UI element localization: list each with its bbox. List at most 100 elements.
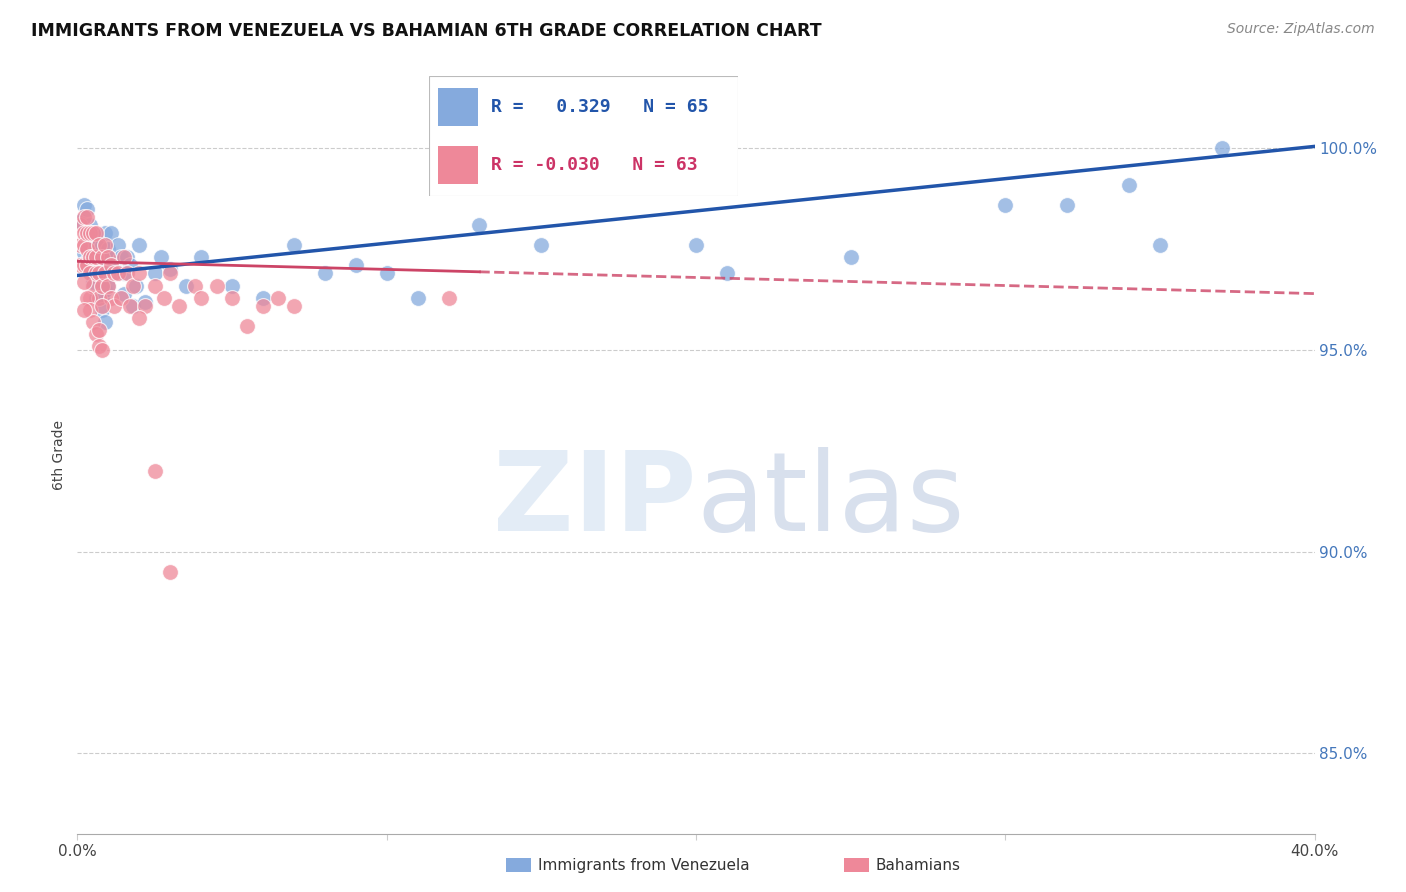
Point (112, 286, 135, 301)
Point (72, 246, 94, 260)
Point (110, 291, 132, 305)
Point (839, 250, 862, 264)
Point (91, 343, 114, 357)
Point (79, 291, 101, 305)
Point (159, 565, 181, 579)
Text: ZIP: ZIP (492, 447, 696, 554)
Text: IMMIGRANTS FROM VENEZUELA VS BAHAMIAN 6TH GRADE CORRELATION CHART: IMMIGRANTS FROM VENEZUELA VS BAHAMIAN 6T… (31, 22, 821, 40)
Point (76, 222, 98, 236)
Point (143, 267, 166, 281)
Point (94, 283, 117, 297)
Point (79, 230, 101, 244)
Point (82, 278, 104, 293)
Point (94, 267, 117, 281)
Point (112, 250, 135, 264)
Point (107, 267, 129, 281)
Text: R =   0.329   N = 65: R = 0.329 N = 65 (491, 98, 709, 116)
Point (79, 267, 101, 281)
Point (87, 291, 110, 305)
Point (82, 315, 104, 329)
Point (94, 315, 117, 329)
Point (159, 267, 181, 281)
Point (76, 254, 98, 268)
Point (91, 299, 114, 313)
Point (1056, 198, 1078, 212)
Point (72, 259, 94, 273)
Point (1118, 178, 1140, 192)
Point (87, 267, 110, 281)
Point (69, 218, 91, 232)
Point (100, 250, 122, 264)
Point (314, 267, 336, 281)
Point (122, 278, 145, 293)
Point (79, 262, 101, 277)
Point (79, 238, 101, 252)
Point (84, 250, 107, 264)
Point (468, 218, 491, 232)
Point (97, 278, 120, 293)
Point (190, 291, 212, 305)
Point (82, 226, 104, 240)
Point (107, 238, 129, 252)
Point (437, 291, 460, 305)
Point (107, 267, 129, 281)
Point (76, 202, 98, 216)
Point (103, 259, 125, 273)
Point (685, 238, 707, 252)
Point (69, 259, 91, 273)
Bar (439, 87, 478, 127)
Point (84, 267, 107, 281)
Point (103, 267, 125, 281)
Point (267, 291, 290, 305)
Point (97, 242, 120, 256)
Point (84, 291, 107, 305)
Point (100, 291, 122, 305)
Text: Immigrants from Venezuela: Immigrants from Venezuela (538, 858, 751, 872)
Point (91, 238, 114, 252)
Text: atlas: atlas (696, 447, 965, 554)
Point (118, 299, 141, 313)
Point (76, 242, 98, 256)
Point (344, 259, 367, 273)
Point (82, 250, 104, 264)
Point (82, 226, 104, 240)
FancyBboxPatch shape (429, 76, 738, 196)
Point (94, 238, 117, 252)
Point (91, 278, 114, 293)
Point (72, 210, 94, 224)
Point (72, 275, 94, 289)
Point (79, 250, 101, 264)
Point (100, 259, 122, 273)
Point (716, 267, 738, 281)
Point (91, 291, 114, 305)
Point (143, 464, 166, 478)
Bar (439, 145, 478, 185)
Point (205, 278, 228, 293)
Point (122, 299, 145, 313)
Point (91, 267, 114, 281)
Point (79, 302, 101, 317)
Y-axis label: 6th Grade: 6th Grade (52, 420, 66, 490)
Point (153, 291, 176, 305)
Point (87, 267, 110, 281)
Point (72, 238, 94, 252)
Point (375, 267, 398, 281)
Point (87, 323, 110, 337)
Point (91, 302, 114, 317)
Point (184, 278, 207, 293)
Point (252, 291, 274, 305)
Point (125, 278, 148, 293)
Point (84, 238, 107, 252)
Point (283, 238, 305, 252)
Point (115, 267, 138, 281)
Point (190, 250, 212, 264)
Point (283, 299, 305, 313)
Point (100, 226, 122, 240)
Point (97, 250, 120, 264)
Point (134, 294, 156, 309)
Point (82, 250, 104, 264)
Point (118, 259, 141, 273)
Point (169, 299, 191, 313)
Point (84, 259, 107, 273)
Point (221, 278, 243, 293)
